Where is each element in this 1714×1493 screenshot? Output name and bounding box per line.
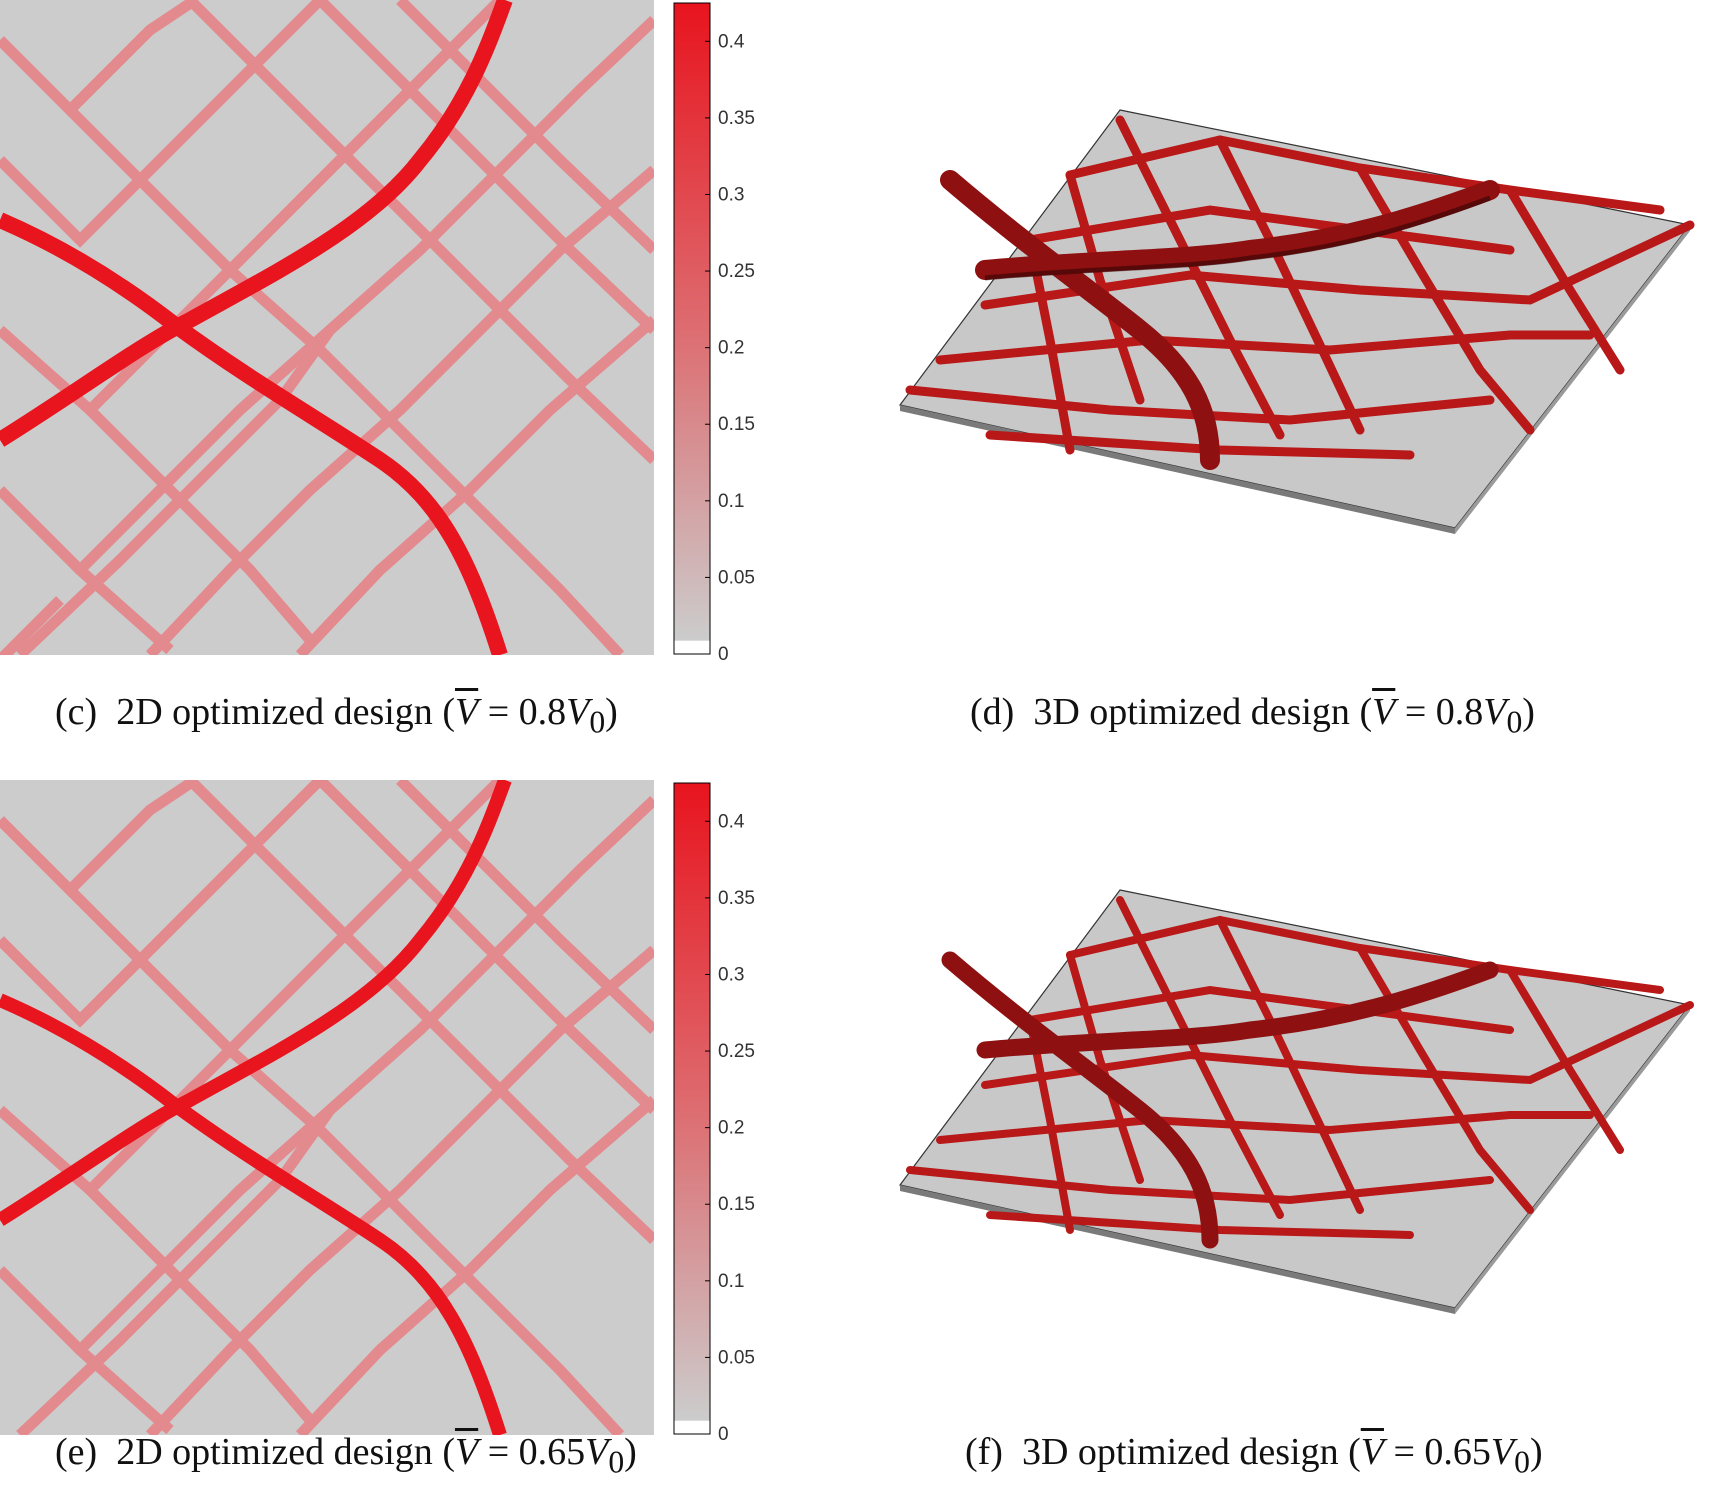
colorbar-top: 0 0.05 0.1 0.15 0.2 0.25 0.3 0.35 0.4	[673, 2, 755, 665]
caption-d-text: 3D optimized design	[1033, 691, 1350, 733]
caption-d-vol: 0.8	[1435, 691, 1484, 733]
panel-d-3d	[898, 109, 1695, 534]
colorbar-tick-label: 0	[718, 1424, 729, 1445]
caption-c: (c) 2D optimized design (V = 0.8V0)	[55, 691, 618, 740]
colorbar-tick-label: 0	[718, 644, 729, 665]
panel-c-heatmap	[0, 0, 654, 655]
colorbar-bottom-gradient	[673, 782, 711, 1435]
caption-f: (f) 3D optimized design (V = 0.65V0)	[965, 1431, 1543, 1480]
caption-f-text: 3D optimized design	[1021, 1431, 1339, 1473]
colorbar-tick-label: 0.15	[718, 1194, 755, 1215]
colorbar-tick-label: 0.15	[718, 414, 755, 435]
colorbar-tick-label: 0.25	[718, 261, 755, 282]
caption-e-vol: 0.65	[518, 1431, 586, 1473]
caption-e: (e) 2D optimized design (V = 0.65V0)	[55, 1431, 637, 1480]
colorbar-tick-label: 0.05	[718, 1347, 755, 1368]
colorbar-tick-label: 0.2	[718, 1118, 744, 1139]
panel-f-3d	[898, 889, 1694, 1314]
caption-c-label: (c)	[55, 691, 98, 733]
panel-e-heatmap	[0, 780, 654, 1435]
colorbar-tick-label: 0.4	[718, 811, 745, 832]
colorbar-tick-label: 0.3	[718, 184, 744, 205]
caption-c-text: 2D optimized design	[116, 691, 433, 733]
colorbar-tick-label: 0.1	[718, 1271, 744, 1292]
colorbar-tick-label: 0.25	[718, 1041, 755, 1062]
caption-f-vol: 0.65	[1424, 1431, 1491, 1473]
caption-f-label: (f)	[965, 1431, 1003, 1473]
colorbar-tick-label: 0.35	[718, 108, 755, 129]
caption-d-label: (d)	[970, 691, 1015, 733]
colorbar-tick-label: 0.05	[718, 567, 755, 588]
caption-c-vol: 0.8	[518, 691, 567, 733]
caption-e-label: (e)	[55, 1431, 98, 1473]
colorbar-bottom: 0 0.05 0.1 0.15 0.2 0.25 0.3 0.35 0.4	[673, 782, 755, 1445]
colorbar-tick-label: 0.2	[718, 338, 744, 359]
caption-e-text: 2D optimized design	[116, 1431, 433, 1473]
colorbar-tick-label: 0.1	[718, 491, 744, 512]
colorbar-tick-label: 0.4	[718, 31, 745, 52]
caption-d: (d) 3D optimized design (V = 0.8V0)	[970, 691, 1535, 740]
colorbar-top-gradient	[673, 2, 711, 655]
colorbar-tick-label: 0.3	[718, 964, 744, 985]
colorbar-tick-label: 0.35	[718, 888, 755, 909]
